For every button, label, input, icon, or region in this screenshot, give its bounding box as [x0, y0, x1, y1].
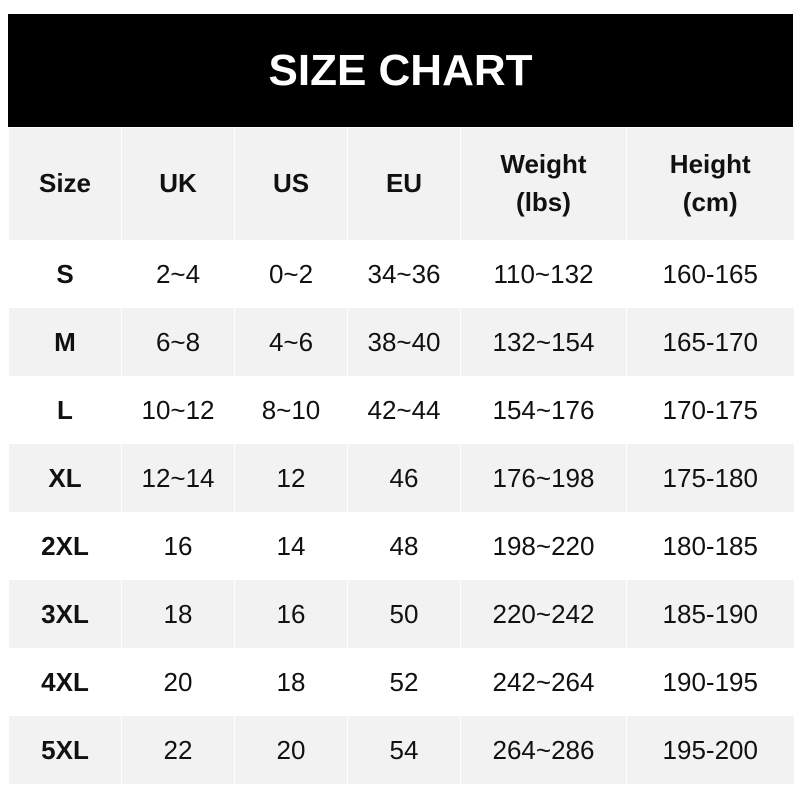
table-cell: 190-195 — [626, 648, 794, 716]
table-cell: 3XL — [8, 580, 122, 648]
column-header-text: EU — [385, 168, 423, 199]
table-cell: 165-170 — [626, 308, 794, 376]
table-cell: 154~176 — [460, 376, 627, 444]
table-cell: 18 — [234, 648, 348, 716]
column-header: US — [234, 128, 348, 240]
table-cell: 220~242 — [460, 580, 627, 648]
table-cell: 110~132 — [460, 240, 627, 308]
table-cell: 20 — [234, 716, 348, 784]
table-cell: 34~36 — [347, 240, 461, 308]
table-cell: 175-180 — [626, 444, 794, 512]
table-cell: 180-185 — [626, 512, 794, 580]
table-cell: 52 — [347, 648, 461, 716]
table-cell: 20 — [121, 648, 235, 716]
table-cell: 5XL — [8, 716, 122, 784]
table-cell: 170-175 — [626, 376, 794, 444]
table-cell: 12 — [234, 444, 348, 512]
table-cell: 16 — [121, 512, 235, 580]
table-cell: 22 — [121, 716, 235, 784]
column-header: Height (cm) — [626, 128, 794, 240]
table-cell: 2XL — [8, 512, 122, 580]
column-header-text: Size — [38, 168, 92, 199]
table-cell: 132~154 — [460, 308, 627, 376]
table-row: 2XL 16 14 48 198~220 180-185 — [8, 512, 794, 580]
table-cell: 16 — [234, 580, 348, 648]
column-header-text: Height — [669, 149, 751, 180]
table-cell: 54 — [347, 716, 461, 784]
table-cell: 6~8 — [121, 308, 235, 376]
table-cell: 10~12 — [121, 376, 235, 444]
table-cell: XL — [8, 444, 122, 512]
table-cell: 176~198 — [460, 444, 627, 512]
table-row: 3XL 18 16 50 220~242 185-190 — [8, 580, 794, 648]
table-cell: L — [8, 376, 122, 444]
table-cell: 4XL — [8, 648, 122, 716]
column-header-text: Weight — [500, 149, 587, 180]
table-row: 4XL 20 18 52 242~264 190-195 — [8, 648, 794, 716]
table-cell: 198~220 — [460, 512, 627, 580]
column-header: EU — [347, 128, 461, 240]
table-row: L 10~12 8~10 42~44 154~176 170-175 — [8, 376, 794, 444]
table-cell: 38~40 — [347, 308, 461, 376]
column-header: Size — [8, 128, 122, 240]
column-header-text: (cm) — [682, 187, 738, 217]
table-row: XL 12~14 12 46 176~198 175-180 — [8, 444, 794, 512]
table-row: M 6~8 4~6 38~40 132~154 165-170 — [8, 308, 794, 376]
table-cell: M — [8, 308, 122, 376]
table-cell: 0~2 — [234, 240, 348, 308]
table-cell: 160-165 — [626, 240, 794, 308]
page-title: SIZE CHART — [8, 14, 793, 127]
table-cell: 185-190 — [626, 580, 794, 648]
size-table: Size UK US EU Weight (lbs) Height (cm) S 2~4 0~2 3… — [8, 128, 794, 784]
table-cell: 46 — [347, 444, 461, 512]
table-cell: 14 — [234, 512, 348, 580]
column-header: Weight (lbs) — [460, 128, 627, 240]
table-cell: 18 — [121, 580, 235, 648]
table-row: 5XL 22 20 54 264~286 195-200 — [8, 716, 794, 784]
table-cell: 42~44 — [347, 376, 461, 444]
table-cell: 50 — [347, 580, 461, 648]
table-cell: 242~264 — [460, 648, 627, 716]
column-header: UK — [121, 128, 235, 240]
table-cell: S — [8, 240, 122, 308]
table-cell: 264~286 — [460, 716, 627, 784]
column-header-text: (lbs) — [516, 187, 571, 217]
table-cell: 8~10 — [234, 376, 348, 444]
header-row: Size UK US EU Weight (lbs) Height (cm) — [8, 128, 794, 240]
column-header-text: US — [272, 168, 310, 199]
table-cell: 2~4 — [121, 240, 235, 308]
table-cell: 12~14 — [121, 444, 235, 512]
table-cell: 48 — [347, 512, 461, 580]
table-cell: 195-200 — [626, 716, 794, 784]
table-row: S 2~4 0~2 34~36 110~132 160-165 — [8, 240, 794, 308]
table-cell: 4~6 — [234, 308, 348, 376]
column-header-text: UK — [159, 168, 197, 199]
